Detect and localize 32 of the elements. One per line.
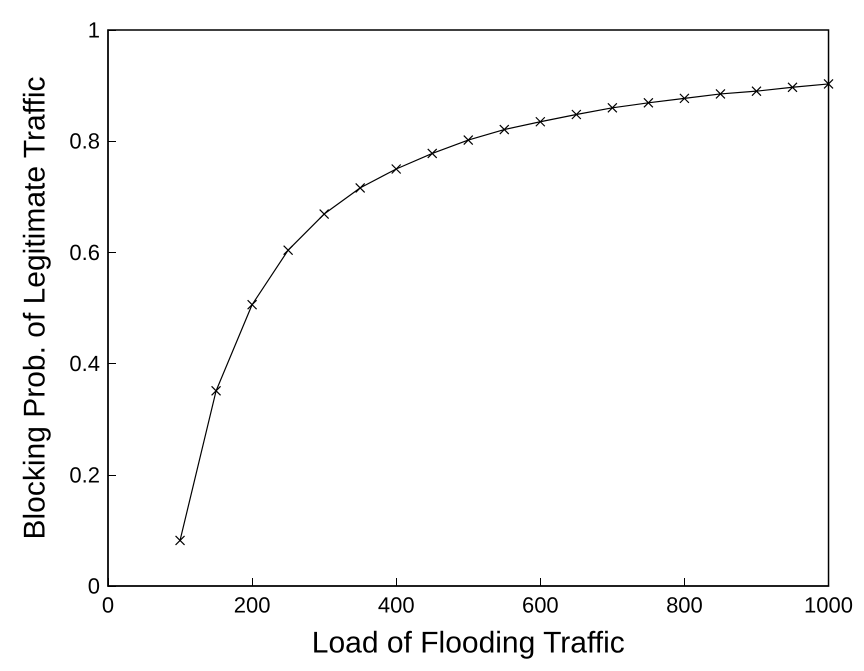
point [319, 208, 330, 220]
point [427, 148, 438, 159]
point [715, 88, 726, 100]
point [787, 82, 798, 92]
x-tick-label: 600 [522, 592, 559, 618]
point [391, 164, 402, 174]
point [283, 245, 294, 256]
y-tick-label: 0 [88, 574, 100, 598]
point [643, 98, 654, 108]
point [210, 386, 222, 396]
point [679, 93, 690, 104]
point [535, 116, 546, 127]
point [823, 78, 834, 90]
point [463, 134, 474, 146]
x-tick-label: 400 [378, 592, 415, 618]
point [174, 535, 186, 546]
x-axis-title: Load of Flooding Traffic [312, 626, 625, 660]
point [247, 300, 258, 310]
y-tick-label: 1 [88, 18, 100, 42]
point [751, 86, 762, 96]
point [571, 109, 582, 120]
y-tick-label: 0.8 [69, 128, 100, 154]
point [499, 124, 510, 135]
y-tick-label: 0.2 [69, 462, 100, 488]
x-tick-label: 200 [234, 592, 270, 618]
point [355, 182, 366, 194]
x-tick-label: 800 [666, 592, 703, 618]
y-tick-label: 0.6 [69, 240, 100, 265]
y-tick-label: 0.4 [69, 351, 100, 376]
x-tick-label: 1000 [804, 592, 854, 618]
point [607, 102, 618, 113]
y-axis-title: Blocking Prob. of Legitimate Traffic [18, 76, 52, 540]
